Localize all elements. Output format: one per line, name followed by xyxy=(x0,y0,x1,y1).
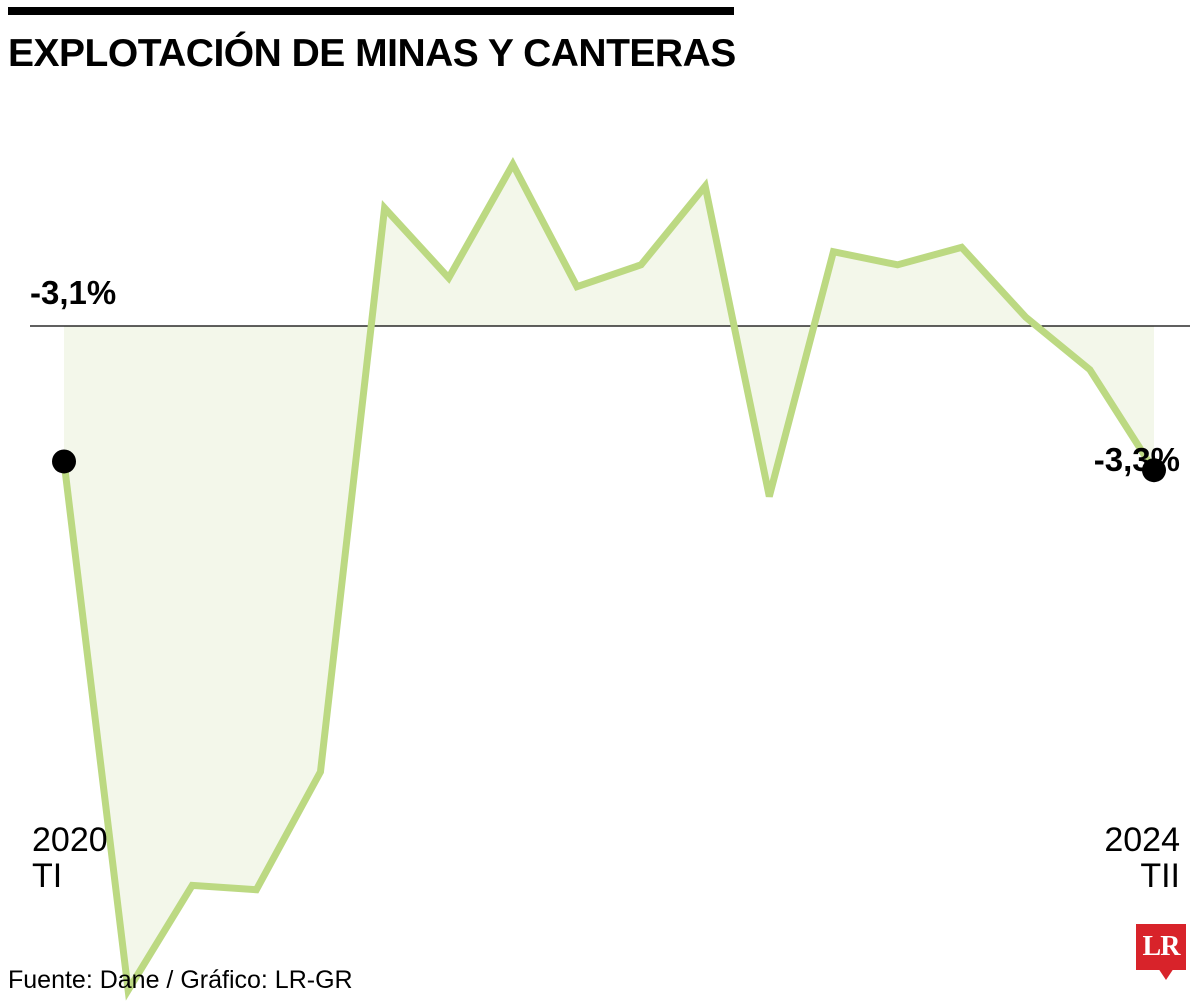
data-point xyxy=(189,882,195,888)
x-start-year: 2020 xyxy=(32,821,108,859)
data-point xyxy=(253,887,259,893)
series-line xyxy=(60,156,1158,1001)
data-point xyxy=(766,493,772,499)
data-point xyxy=(317,769,323,775)
data-point xyxy=(702,183,708,189)
lr-logo: LR xyxy=(1136,924,1186,970)
top-rule xyxy=(8,7,734,15)
data-point xyxy=(382,205,388,211)
data-point xyxy=(959,244,965,250)
last-value-label: -3,3% xyxy=(1093,441,1180,478)
data-point xyxy=(895,262,901,268)
area-fill xyxy=(64,164,1154,991)
data-point xyxy=(830,249,836,255)
data-point xyxy=(1087,367,1093,373)
chart-title: EXPLOTACIÓN DE MINAS Y CANTERAS xyxy=(8,32,736,75)
end-point-marker xyxy=(1142,458,1166,483)
lr-logo-tail xyxy=(1158,968,1174,980)
x-start-quarter: TI xyxy=(32,857,63,896)
first-value-label: -3,1% xyxy=(30,274,117,311)
x-end-quarter: TII xyxy=(1140,857,1180,896)
data-point xyxy=(1023,314,1029,320)
x-axis-start-label: 2020 TI xyxy=(32,822,108,894)
x-axis-end-label: 2024 TII xyxy=(1104,822,1180,894)
x-end-year: 2024 xyxy=(1104,821,1180,859)
start-point-marker xyxy=(52,449,76,474)
source-credit: Fuente: Dane / Gráfico: LR-GR xyxy=(8,966,353,994)
data-point xyxy=(446,275,452,281)
data-point xyxy=(510,161,516,167)
data-point xyxy=(574,284,580,290)
data-point xyxy=(638,262,644,268)
